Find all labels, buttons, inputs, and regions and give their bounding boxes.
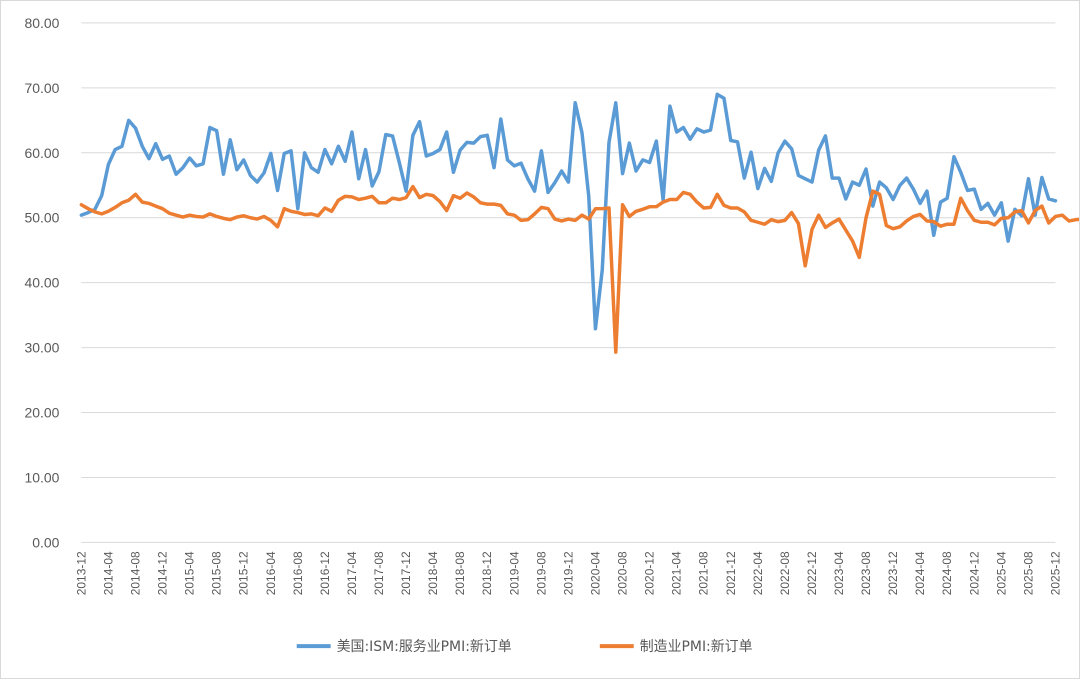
x-tick-label: 2025-04 [994,551,1008,595]
grid-lines [81,22,1056,543]
x-axis-labels: 2013-12 2014-04 2014-08 2014-12 2015-04 2015-… [74,551,1062,595]
x-tick-label: 2025-12 [1048,551,1062,595]
x-tick-label: 2018-12 [480,551,494,595]
x-tick-label: 2024-08 [940,551,954,595]
y-tick-label: 40.00 [25,275,60,291]
x-tick-label: 2017-04 [345,551,359,595]
legend-label-services: 美国:ISM:服务业PMI:新订单 [337,639,512,655]
y-tick-label: 80.00 [25,15,60,31]
y-tick-label: 10.00 [25,469,60,485]
x-tick-label: 2014-12 [156,551,170,595]
x-tick-label: 2023-04 [832,551,846,595]
x-tick-label: 2014-04 [101,551,115,595]
y-tick-label: 70.00 [25,80,60,96]
x-tick-label: 2017-12 [399,551,413,595]
x-tick-label: 2019-08 [534,551,548,595]
x-tick-label: 2020-04 [588,551,602,595]
x-tick-label: 2019-04 [507,551,521,595]
x-tick-label: 2018-04 [426,551,440,595]
x-tick-label: 2022-12 [805,551,819,595]
x-tick-label: 2018-08 [453,551,467,595]
x-tick-label: 2022-08 [778,551,792,595]
y-tick-label: 20.00 [25,405,60,421]
x-tick-label: 2016-12 [318,551,332,595]
x-tick-label: 2022-04 [751,551,765,595]
y-axis-labels: 0.00 10.00 20.00 30.00 40.00 50.00 60.00 70.00 8… [25,15,60,550]
x-tick-label: 2013-12 [74,551,88,595]
series-line-services [79,92,1058,331]
x-tick-label: 2023-12 [886,551,900,595]
x-tick-label: 2025-08 [1021,551,1035,595]
x-tick-label: 2024-04 [913,551,927,595]
x-tick-label: 2020-12 [643,551,657,595]
x-tick-label: 2015-04 [183,551,197,595]
x-tick-label: 2014-08 [128,551,142,595]
x-tick-label: 2021-12 [724,551,738,595]
x-tick-label: 2020-08 [616,551,630,595]
x-tick-label: 2016-08 [291,551,305,595]
series-lines [79,92,1079,354]
x-tick-label: 2015-08 [210,551,224,595]
x-tick-label: 2024-12 [967,551,981,595]
x-tick-label: 2017-08 [372,551,386,595]
x-tick-label: 2023-08 [859,551,873,595]
y-tick-label: 50.00 [25,210,60,226]
x-tick-label: 2019-12 [561,551,575,595]
x-tick-label: 2021-08 [697,551,711,595]
x-tick-label: 2021-04 [670,551,684,595]
x-tick-label: 2015-12 [237,551,251,595]
legend: 美国:ISM:服务业PMI:新订单 制造业PMI:新订单 [296,639,753,655]
y-tick-label: 0.00 [32,534,59,550]
y-tick-label: 30.00 [25,340,60,356]
x-tick-label: 2016-04 [264,551,278,595]
legend-label-manufacturing: 制造业PMI:新订单 [640,639,753,655]
series-line-manufacturing [79,184,1079,354]
y-tick-label: 60.00 [25,145,60,161]
